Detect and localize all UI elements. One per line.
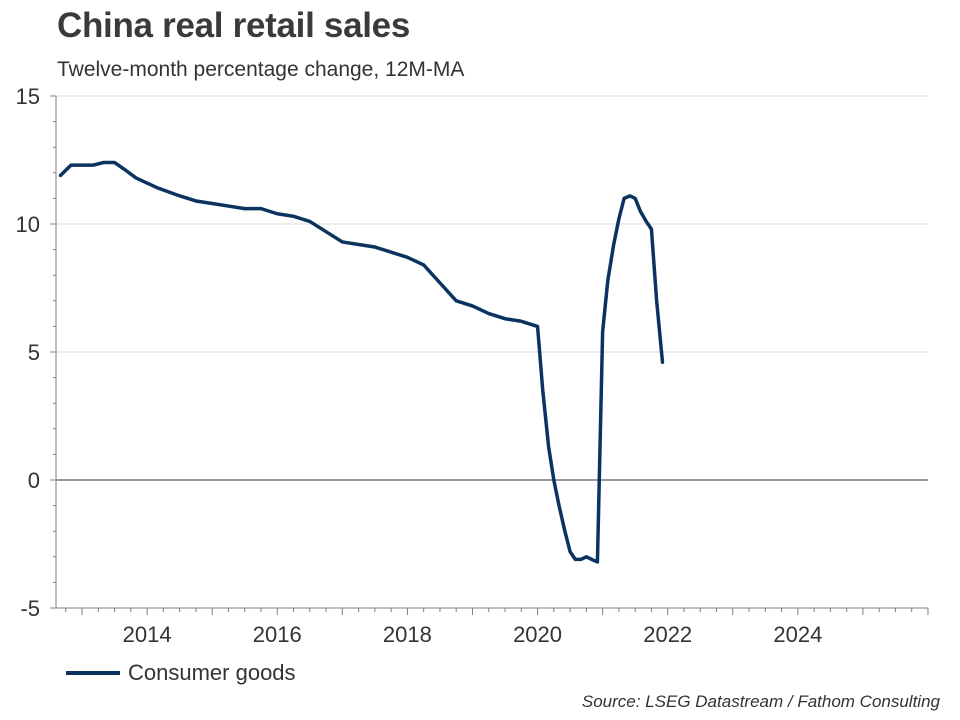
chart-title: China real retail sales (57, 6, 411, 45)
x-tick-label-2018: 2018 (383, 622, 432, 647)
y-tick-label-5: 5 (28, 340, 40, 365)
y-tick-label-10: 10 (16, 212, 40, 237)
y-tick-label-0: 0 (28, 468, 40, 493)
series-lines (58, 160, 665, 564)
x-tick-label-2014: 2014 (123, 622, 172, 647)
tick-labels: 15 10 5 0 -5 2014 2016 2018 2020 2022 2024 (16, 84, 823, 647)
y-tick-label--5: -5 (20, 596, 40, 621)
x-tick-label-2024: 2024 (773, 622, 822, 647)
legend: Consumer goods (66, 660, 296, 686)
y-tick-label-15: 15 (16, 84, 40, 109)
series-line-consumer-goods (58, 160, 665, 564)
legend-swatch-consumer-goods (66, 671, 120, 675)
gridlines (56, 95, 928, 353)
legend-label-consumer-goods: Consumer goods (128, 660, 296, 685)
source-note: Source: LSEG Datastream / Fathom Consult… (581, 692, 940, 711)
x-tick-label-2020: 2020 (513, 622, 562, 647)
x-tick-label-2022: 2022 (643, 622, 692, 647)
x-tick-label-2016: 2016 (253, 622, 302, 647)
chart-subtitle: Twelve-month percentage change, 12M-MA (57, 58, 465, 81)
axes (50, 95, 929, 615)
